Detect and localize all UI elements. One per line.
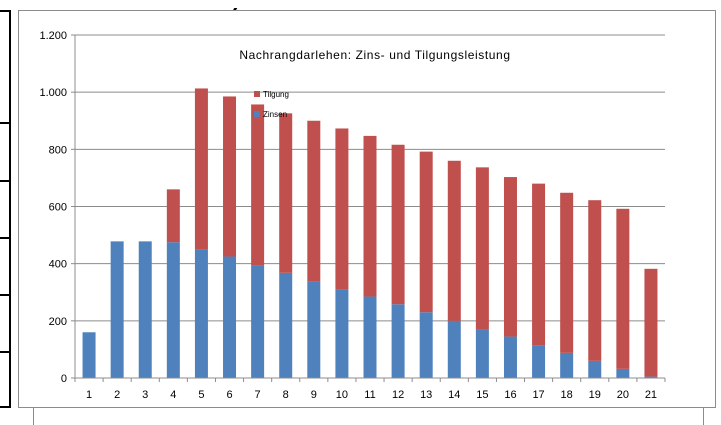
x-tick-label: 18 — [561, 389, 573, 401]
bar-zinsen-9 — [307, 281, 321, 378]
y-tick-label: 0 — [61, 373, 67, 385]
x-tick-label: 12 — [392, 389, 404, 401]
bar-tilgung-7 — [251, 104, 265, 266]
x-tick-label: 7 — [255, 389, 261, 401]
bar-zinsen-6 — [223, 256, 237, 378]
legend-label-tilgung: Tilgung — [263, 90, 289, 99]
bar-zinsen-20 — [616, 368, 630, 378]
bar-zinsen-11 — [363, 296, 377, 378]
x-tick-label: 4 — [170, 389, 176, 401]
x-tick-label: 19 — [589, 389, 601, 401]
x-tick-label: 15 — [476, 389, 488, 401]
y-tick-label: 1.000 — [39, 87, 67, 99]
y-tick-label: 600 — [49, 202, 67, 214]
bar-tilgung-11 — [363, 135, 377, 297]
bar-zinsen-5 — [194, 249, 208, 378]
x-tick-label: 8 — [283, 389, 289, 401]
bar-zinsen-3 — [138, 241, 152, 378]
bar-group — [82, 88, 658, 378]
x-tick-label: 11 — [364, 389, 375, 401]
x-tick-label: 5 — [198, 389, 204, 401]
bar-tilgung-4 — [166, 189, 180, 243]
bar-tilgung-15 — [475, 167, 489, 330]
y-tick-label: 400 — [49, 259, 67, 271]
cell-border-line — [33, 408, 34, 425]
bar-zinsen-13 — [419, 312, 433, 378]
x-tick-label: 14 — [448, 389, 460, 401]
bar-tilgung-17 — [532, 183, 546, 346]
bar-tilgung-6 — [223, 96, 237, 257]
cell-border-line — [703, 408, 704, 425]
y-tick-label: 800 — [49, 144, 67, 156]
bar-zinsen-12 — [391, 304, 405, 378]
bar-zinsen-2 — [110, 241, 124, 378]
bar-zinsen-19 — [588, 360, 602, 378]
bar-zinsen-17 — [532, 345, 546, 378]
bar-zinsen-21 — [644, 376, 658, 378]
bar-tilgung-20 — [616, 208, 630, 369]
bar-zinsen-8 — [279, 272, 293, 378]
chart-title: Nachrangdarlehen: Zins- und Tilgungsleis… — [239, 48, 510, 62]
x-tick-label: 20 — [617, 389, 629, 401]
x-tick-label: 21 — [645, 389, 657, 401]
bar-tilgung-16 — [503, 177, 517, 337]
left-table-border — [0, 10, 11, 408]
x-tick-label: 1 — [86, 389, 92, 401]
x-tick-label: 6 — [226, 389, 232, 401]
left-table-row-line — [0, 180, 10, 182]
bar-zinsen-14 — [447, 320, 461, 378]
x-tick-label: 9 — [311, 389, 317, 401]
bar-tilgung-12 — [391, 144, 405, 305]
x-axis: 1 2 3 4 5 6 7 8 9 10 11 12 13 14 15 16 17 18 19 20 21 — [74, 377, 666, 401]
bar-zinsen-1 — [82, 332, 96, 378]
y-axis: 0 200 400 600 800 1.000 1.200 — [39, 30, 76, 385]
legend-swatch-zinsen — [254, 111, 260, 117]
y-tick-label: 200 — [49, 316, 67, 328]
bar-tilgung-21 — [644, 268, 658, 377]
bar-zinsen-16 — [503, 336, 517, 378]
legend-label-zinsen: Zinsen — [263, 110, 287, 119]
legend-swatch-tilgung — [254, 91, 260, 97]
bar-tilgung-14 — [447, 160, 461, 321]
left-table-row-line — [0, 237, 10, 239]
x-tick-label: 13 — [420, 389, 432, 401]
left-table-row-line — [0, 351, 10, 353]
x-tick-label: 16 — [504, 389, 516, 401]
bar-zinsen-15 — [475, 329, 489, 378]
left-table-row-line — [0, 122, 10, 124]
x-tick-label: 10 — [336, 389, 348, 401]
bar-tilgung-5 — [194, 88, 208, 250]
bar-tilgung-9 — [307, 120, 321, 282]
bar-zinsen-18 — [560, 352, 574, 378]
bar-zinsen-4 — [166, 242, 180, 378]
bar-tilgung-8 — [279, 113, 293, 273]
bar-tilgung-19 — [588, 200, 602, 361]
bar-tilgung-13 — [419, 151, 433, 313]
y-tick-label: 1.200 — [39, 30, 67, 42]
bar-tilgung-18 — [560, 192, 574, 353]
x-tick-label: 3 — [142, 389, 148, 401]
bar-tilgung-10 — [335, 128, 349, 290]
legend: Tilgung Zinsen — [254, 90, 289, 119]
bar-zinsen-7 — [251, 265, 265, 378]
x-tick-label: 17 — [532, 389, 544, 401]
left-table-row-line — [0, 294, 10, 296]
x-tick-label: 2 — [114, 389, 120, 401]
bar-zinsen-10 — [335, 289, 349, 378]
